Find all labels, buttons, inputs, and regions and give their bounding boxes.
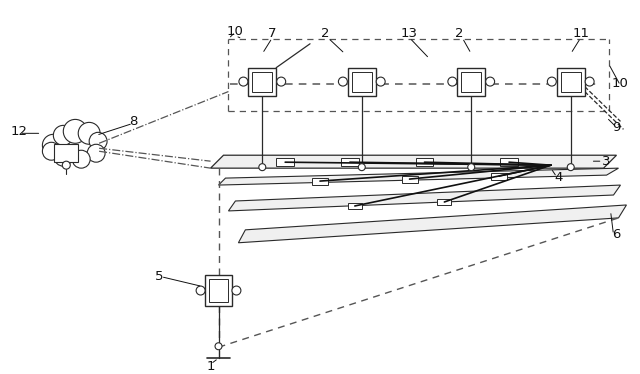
Bar [341, 158, 359, 166]
Polygon shape [211, 155, 616, 168]
Circle shape [239, 77, 248, 86]
Text: 12: 12 [11, 125, 28, 138]
Bar [348, 203, 362, 209]
Polygon shape [228, 185, 621, 211]
Text: 10: 10 [612, 77, 629, 90]
Circle shape [215, 343, 222, 350]
Text: 2: 2 [455, 27, 463, 40]
Circle shape [567, 164, 574, 171]
Bar [491, 173, 507, 180]
Text: 11: 11 [572, 27, 589, 40]
Circle shape [42, 134, 64, 156]
Circle shape [259, 164, 266, 171]
Circle shape [89, 132, 107, 150]
Text: 3: 3 [602, 155, 611, 168]
Circle shape [87, 144, 105, 162]
Bar [209, 279, 228, 303]
Circle shape [54, 148, 72, 166]
Circle shape [376, 77, 385, 86]
Bar [352, 72, 372, 92]
Circle shape [78, 122, 100, 144]
Circle shape [42, 142, 60, 160]
Bar [312, 178, 328, 184]
Bar [458, 68, 485, 95]
Text: 4: 4 [555, 171, 563, 184]
Circle shape [486, 77, 495, 86]
Text: 8: 8 [129, 115, 137, 128]
Circle shape [62, 161, 70, 169]
Circle shape [547, 77, 556, 86]
Circle shape [585, 77, 594, 86]
Polygon shape [218, 168, 618, 185]
Bar [348, 68, 376, 95]
Bar [557, 68, 585, 95]
Circle shape [232, 286, 241, 295]
Circle shape [468, 164, 475, 171]
Bar [500, 158, 518, 166]
Text: 10: 10 [227, 25, 244, 39]
Text: 7: 7 [268, 27, 276, 40]
Bar [54, 144, 78, 162]
Circle shape [276, 77, 285, 86]
Circle shape [358, 164, 365, 171]
Bar [205, 275, 232, 306]
Bar [461, 72, 481, 92]
Text: 6: 6 [612, 228, 621, 241]
Circle shape [196, 286, 205, 295]
Bar [437, 199, 451, 205]
Bar [276, 158, 294, 166]
Text: 2: 2 [321, 27, 329, 40]
Circle shape [53, 125, 73, 145]
Bar [415, 158, 433, 166]
Bar [248, 68, 276, 95]
Circle shape [72, 150, 90, 168]
Bar [401, 176, 417, 183]
Text: 1: 1 [206, 360, 215, 373]
Circle shape [63, 119, 87, 143]
Circle shape [448, 77, 457, 86]
Polygon shape [239, 205, 627, 243]
Text: 5: 5 [155, 270, 163, 283]
Text: 9: 9 [612, 121, 621, 134]
Bar [561, 72, 580, 92]
Bar [252, 72, 272, 92]
Circle shape [339, 77, 348, 86]
Text: 13: 13 [401, 27, 418, 40]
